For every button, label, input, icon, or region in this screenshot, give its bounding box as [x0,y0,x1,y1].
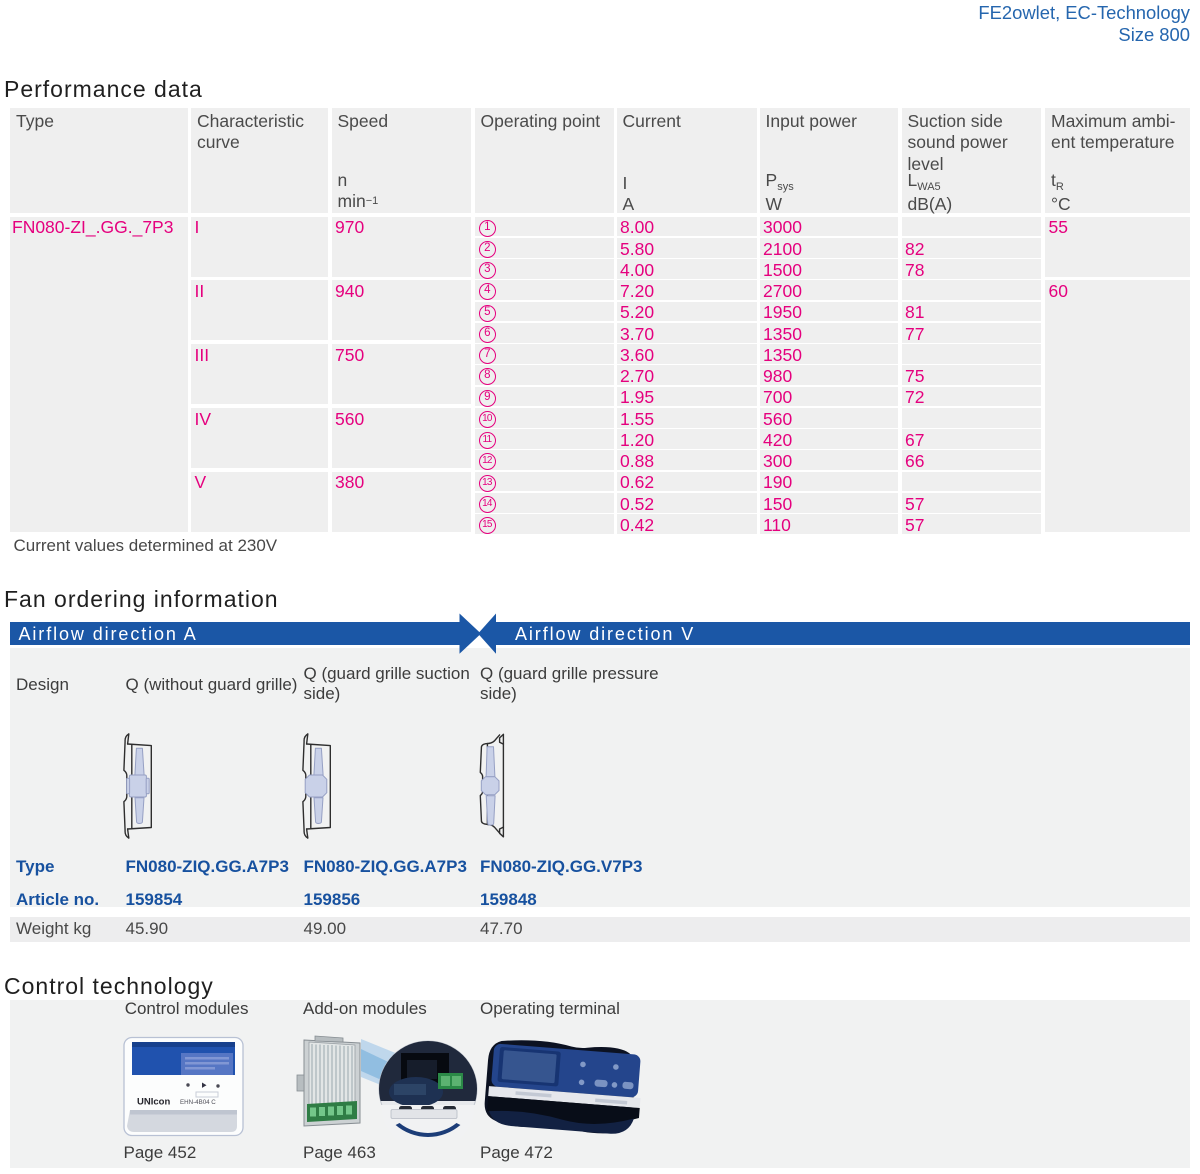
svg-text:EHN-4B04 C: EHN-4B04 C [180,1099,216,1106]
svg-text:UNIcon: UNIcon [137,1097,170,1108]
